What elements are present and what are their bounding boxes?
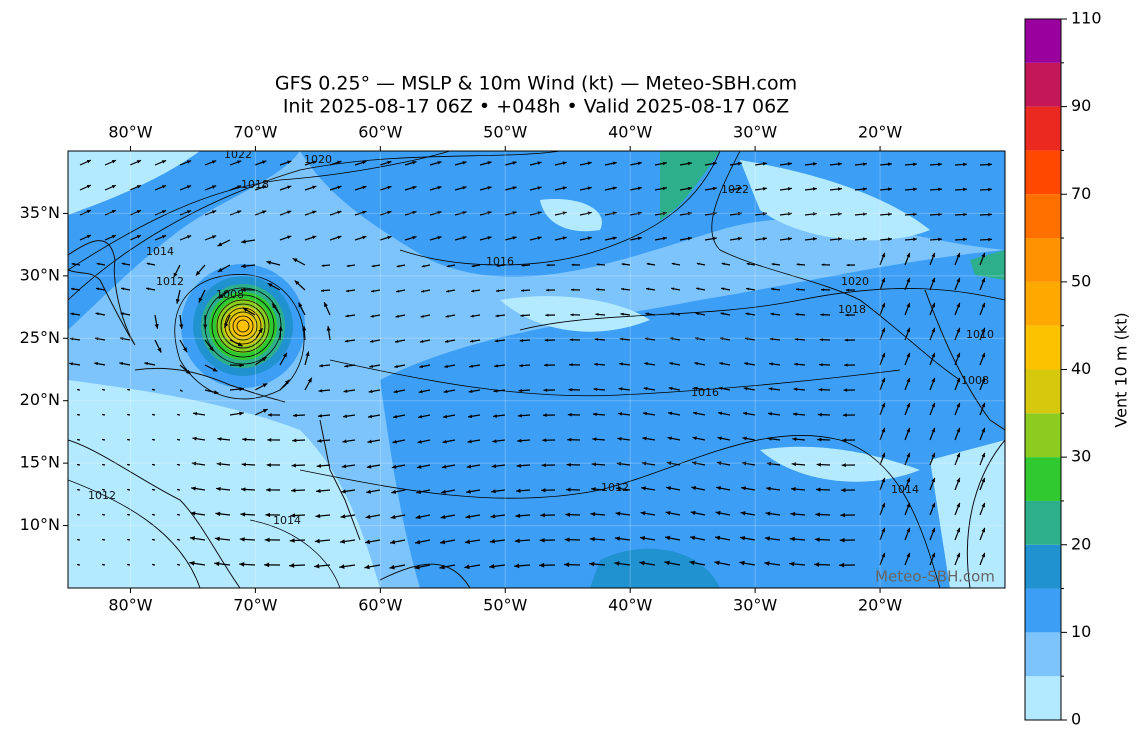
isobar-label: 1012 — [88, 489, 116, 502]
isobar-label: 1020 — [841, 275, 869, 288]
lat-tick-label: 10°N — [20, 515, 60, 534]
colorbar-tick-label: 90 — [1071, 96, 1091, 115]
colorbar-tick-label: 10 — [1071, 622, 1091, 641]
lat-tick-label: 20°N — [20, 390, 60, 409]
colorbar-band — [1025, 501, 1061, 545]
colorbar-band — [1025, 63, 1061, 107]
isobar-label: 1012 — [156, 275, 184, 288]
colorbar-tick-label: 30 — [1071, 447, 1091, 466]
colorbar-band — [1025, 107, 1061, 151]
colorbar-band — [1025, 194, 1061, 238]
colorbar-label: Vent 10 m (kt) — [1112, 312, 1131, 427]
lat-tick-label: 35°N — [20, 203, 60, 222]
isobar-label: 1014 — [273, 514, 301, 527]
watermark: Meteo-SBH.com — [875, 568, 995, 586]
isobar-label: 1018 — [241, 178, 269, 191]
lon-tick-label: 40°W — [608, 123, 652, 142]
colorbar-band — [1025, 457, 1061, 501]
isobar-label: 1018 — [838, 303, 866, 316]
lon-tick-label: 30°W — [733, 123, 777, 142]
map-body: 1022 1020 1018 1014 1012 1008 1016 1022 1020 1018… — [68, 148, 1005, 588]
lon-tick-label: 20°W — [858, 123, 902, 142]
colorbar-band — [1025, 589, 1061, 633]
isobar-label: 1010 — [966, 328, 994, 341]
lon-tick-label: 80°W — [108, 596, 152, 615]
title: GFS 0.25° — MSLP & 10m Wind (kt) — Meteo… — [275, 73, 797, 95]
colorbar-band — [1025, 413, 1061, 457]
isobar-label: 1020 — [304, 153, 332, 166]
isobar-label: 1016 — [486, 255, 514, 268]
colorbar-band — [1025, 282, 1061, 326]
colorbar-tick-label: 70 — [1071, 184, 1091, 203]
lat-tick-label: 15°N — [20, 453, 60, 472]
isobar-label: 1008 — [961, 374, 989, 387]
lon-tick-label: 80°W — [108, 123, 152, 142]
lon-tick-label: 40°W — [608, 596, 652, 615]
colorbar-tick-label: 50 — [1071, 271, 1091, 290]
colorbar-band — [1025, 676, 1061, 720]
lon-tick-label: 70°W — [233, 596, 277, 615]
lon-tick-label: 60°W — [358, 596, 402, 615]
isobar-label: 1014 — [146, 245, 174, 258]
isobar-label: 1022 — [224, 148, 252, 161]
lon-tick-label: 60°W — [358, 123, 402, 142]
isobar-label: 1016 — [691, 386, 719, 399]
lon-tick-label: 50°W — [483, 596, 527, 615]
lon-tick-label: 30°W — [733, 596, 777, 615]
lon-tick-label: 70°W — [233, 123, 277, 142]
isobar-label: 1022 — [721, 183, 749, 196]
colorbar-band — [1025, 326, 1061, 370]
isobar-label: 1014 — [891, 483, 919, 496]
colorbar-tick-label: 20 — [1071, 534, 1091, 553]
lon-tick-label: 50°W — [483, 123, 527, 142]
lat-tick-label: 25°N — [20, 328, 60, 347]
isobar-label: 1012 — [601, 481, 629, 494]
colorbar-tick-label: 0 — [1071, 710, 1081, 729]
lon-tick-label: 20°W — [858, 596, 902, 615]
lat-tick-label: 30°N — [20, 265, 60, 284]
storm-field — [231, 314, 255, 338]
colorbar-band — [1025, 545, 1061, 589]
colorbar-band — [1025, 150, 1061, 194]
colorbar-tick-label: 110 — [1071, 9, 1102, 28]
colorbar-band — [1025, 19, 1061, 63]
colorbar-band — [1025, 370, 1061, 414]
subtitle: Init 2025-08-17 06Z • +048h • Valid 2025… — [283, 96, 789, 118]
colorbar-band — [1025, 238, 1061, 282]
colorbar: 0 10 20 30 40 50 70 90 110 — [1025, 9, 1102, 729]
colorbar-tick-label: 40 — [1071, 359, 1091, 378]
colorbar-band — [1025, 632, 1061, 676]
isobar-label: 1008 — [216, 288, 244, 301]
